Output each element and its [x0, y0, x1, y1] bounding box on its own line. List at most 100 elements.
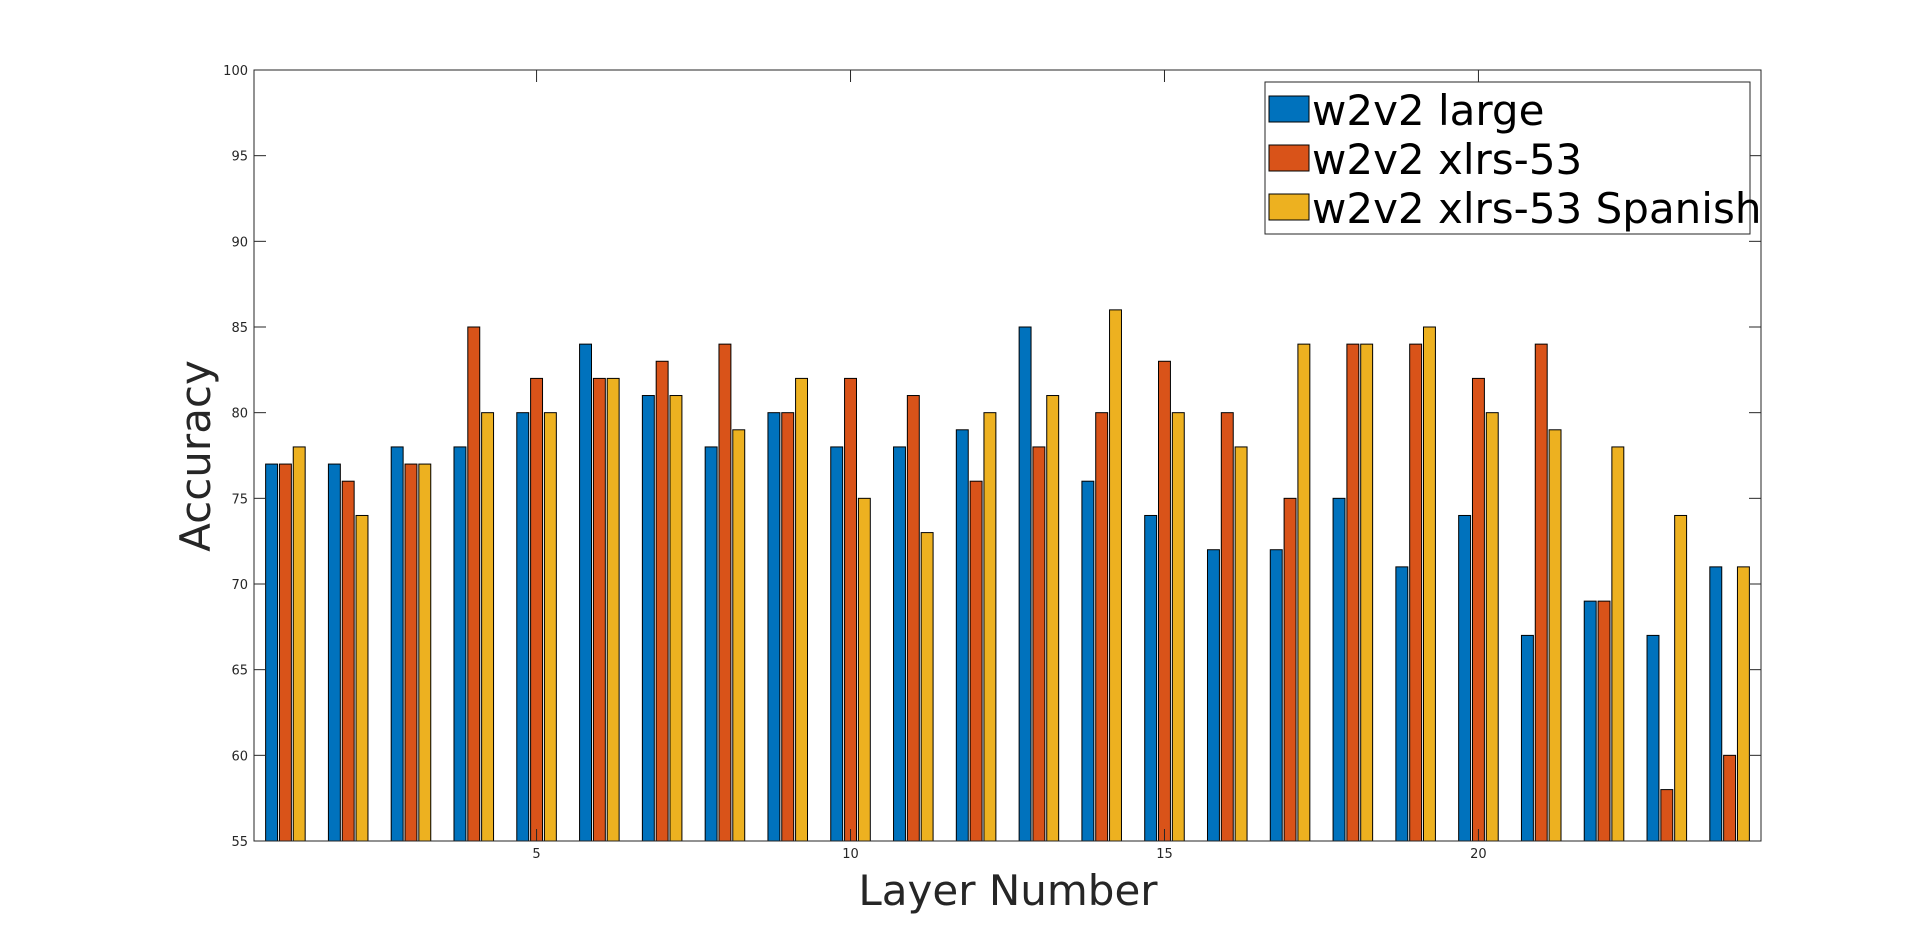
bar-3-layer-15 — [1171, 412, 1185, 842]
bar-3-layer-8 — [732, 429, 746, 842]
bar-2-layer-15 — [1158, 360, 1171, 842]
bar-1-layer-19 — [1395, 566, 1409, 842]
bar-3-layer-7 — [669, 395, 683, 842]
bar-1-layer-9 — [767, 412, 781, 842]
bar-3-layer-21 — [1548, 429, 1562, 842]
bar-3-layer-10 — [857, 497, 871, 842]
y-tick-label: 75 — [231, 492, 248, 507]
bar-1-layer-12 — [955, 429, 969, 842]
legend-swatch-1 — [1268, 95, 1310, 123]
bar-2-layer-4 — [467, 326, 481, 842]
bar-2-layer-11 — [906, 395, 920, 842]
bar-1-layer-24 — [1709, 566, 1723, 842]
x-tick-label: 15 — [1156, 847, 1173, 862]
bar-3-layer-13 — [1046, 395, 1060, 842]
bar-1-layer-21 — [1520, 634, 1534, 842]
bar-2-layer-12 — [969, 480, 983, 842]
bar-3-layer-1 — [292, 446, 306, 842]
axes-group — [253, 69, 1762, 842]
y-tick-label: 95 — [231, 150, 248, 165]
bar-3-layer-20 — [1485, 412, 1499, 842]
bar-1-layer-15 — [1144, 514, 1158, 842]
bar-2-layer-18 — [1346, 343, 1360, 842]
bar-1-layer-10 — [830, 446, 844, 842]
bar-2-layer-19 — [1409, 343, 1423, 842]
y-tick-label: 70 — [231, 578, 248, 593]
bar-1-layer-11 — [893, 446, 906, 842]
bar-2-layer-1 — [278, 463, 292, 842]
y-axis-title: Accuracy — [171, 360, 220, 552]
bar-2-layer-8 — [718, 343, 732, 842]
bar-2-layer-5 — [530, 377, 544, 842]
bar-2-layer-6 — [592, 377, 606, 842]
x-tick-label: 5 — [532, 847, 540, 862]
bar-1-layer-16 — [1206, 549, 1220, 842]
bar-3-layer-14 — [1109, 309, 1122, 842]
y-tick-label: 85 — [231, 321, 248, 336]
bar-3-layer-18 — [1360, 343, 1374, 842]
bar-2-layer-7 — [655, 360, 669, 842]
bar-1-layer-6 — [579, 343, 593, 842]
ticks-group: 55 60 65 70 75 80 85 90 95 100 5 10 15 20 — [223, 64, 1761, 862]
bar-2-layer-21 — [1534, 343, 1548, 842]
legend-label-1: w2v2 large — [1312, 86, 1544, 135]
bar-1-layer-1 — [265, 463, 279, 842]
bar-3-layer-9 — [795, 377, 809, 842]
bar-3-layer-6 — [606, 377, 620, 842]
bar-1-layer-23 — [1646, 634, 1660, 842]
y-tick-label: 55 — [231, 835, 248, 850]
x-tick-label: 10 — [842, 847, 859, 862]
bar-3-layer-11 — [920, 532, 934, 842]
bar-2-layer-24 — [1723, 754, 1737, 842]
bar-3-layer-16 — [1234, 446, 1248, 842]
bar-2-layer-22 — [1597, 600, 1611, 842]
bar-1-layer-17 — [1269, 549, 1283, 842]
y-tick-label: 90 — [231, 235, 248, 250]
bar-3-layer-24 — [1736, 566, 1750, 842]
bar-3-layer-3 — [418, 463, 432, 842]
bar-2-layer-9 — [781, 412, 795, 842]
x-tick-label: 20 — [1470, 847, 1487, 862]
bar-1-layer-22 — [1583, 600, 1597, 842]
bar-2-layer-2 — [341, 480, 355, 842]
bar-1-layer-18 — [1332, 497, 1346, 842]
bar-1-layer-7 — [641, 395, 655, 842]
bar-2-layer-13 — [1032, 446, 1046, 842]
bar-1-layer-2 — [327, 463, 341, 842]
bar-1-layer-5 — [516, 412, 530, 842]
y-tick-label: 60 — [231, 749, 248, 764]
y-tick-label: 100 — [223, 64, 248, 79]
bar-3-layer-4 — [481, 412, 495, 842]
bar-3-layer-17 — [1297, 343, 1311, 842]
bar-1-layer-13 — [1018, 326, 1032, 842]
bar-1-layer-20 — [1458, 514, 1472, 842]
legend-swatch-2 — [1268, 144, 1310, 172]
bar-2-layer-23 — [1660, 789, 1674, 842]
bar-3-layer-12 — [983, 412, 997, 842]
bar-3-layer-19 — [1422, 326, 1436, 842]
axes-frame — [253, 69, 1762, 842]
bar-3-layer-2 — [355, 514, 369, 842]
bar-3-layer-22 — [1611, 446, 1625, 842]
legend-swatch-3 — [1268, 193, 1310, 221]
bar-2-layer-3 — [404, 463, 418, 842]
x-axis-title: Layer Number — [858, 866, 1158, 915]
bar-2-layer-16 — [1220, 412, 1234, 842]
bar-2-layer-17 — [1283, 497, 1297, 842]
bar-1-layer-14 — [1081, 480, 1095, 842]
legend-label-2: w2v2 xlrs-53 — [1312, 135, 1582, 184]
bar-1-layer-3 — [390, 446, 404, 842]
bar-1-layer-8 — [704, 446, 718, 842]
bar-2-layer-10 — [844, 377, 857, 842]
bar-3-layer-5 — [543, 412, 557, 842]
legend-box — [1264, 81, 1751, 235]
y-tick-label: 65 — [231, 664, 248, 679]
legend-label-3: w2v2 xlrs-53 Spanish — [1312, 184, 1761, 233]
bar-2-layer-14 — [1095, 412, 1109, 842]
bar-2-layer-20 — [1471, 377, 1485, 842]
bar-3-layer-23 — [1674, 514, 1688, 842]
bar-1-layer-4 — [453, 446, 467, 842]
